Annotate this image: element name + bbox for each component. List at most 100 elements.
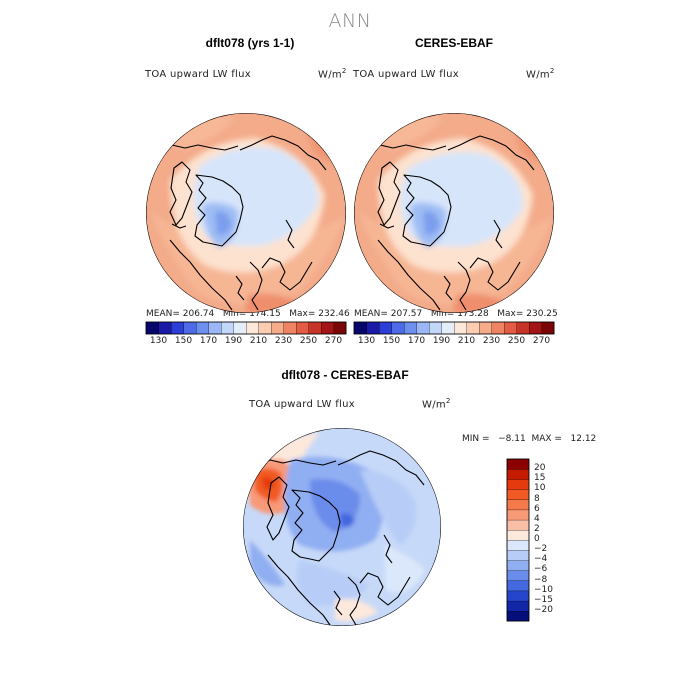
colorbar-3-swatch <box>506 549 530 561</box>
colorbar-2-swatch <box>541 321 555 335</box>
colorbar-3-tick-label: 2 <box>534 523 540 534</box>
colorbar-2-swatch <box>503 321 517 335</box>
colorbar-1-swatch <box>233 321 247 335</box>
colorbar-3-swatch <box>506 570 530 581</box>
colorbar-1-swatch <box>295 321 309 335</box>
colorbar-3-tick-label: −15 <box>534 594 553 605</box>
colorbar-2-swatch <box>416 321 430 335</box>
colorbar-1-tick-label: 270 <box>324 336 343 346</box>
colorbar-3-tick-label: −6 <box>534 564 548 575</box>
colorbar-2 <box>353 321 555 335</box>
colorbar-1-swatch <box>320 321 334 335</box>
colorbar-1-tick-label: 210 <box>249 336 268 346</box>
colorbar-3-tick-label: −2 <box>534 544 548 555</box>
colorbar-1-tick-label: 250 <box>299 336 318 346</box>
colorbar-1-swatch <box>245 321 259 335</box>
colorbar-3-swatch <box>506 468 530 480</box>
colorbar-2-swatch <box>528 321 542 335</box>
panel-1-field-label: TOA upward LW flux <box>145 69 251 80</box>
panel-2-stats: MEAN= 207.57 Min= 173.28 Max= 230.25 <box>354 309 558 319</box>
colorbar-3-tick-label: 6 <box>534 503 540 514</box>
colorbar-3-swatch <box>506 560 530 571</box>
colorbar-1-swatch <box>333 321 347 335</box>
colorbar-2-tick-label: 250 <box>507 336 526 346</box>
colorbar-3-swatch <box>506 499 530 511</box>
colorbar-1-tick-label: 130 <box>149 336 168 346</box>
colorbar-2-swatch <box>428 321 442 335</box>
colorbar-1-swatch <box>220 321 234 335</box>
colorbar-3-tick-label: 20 <box>534 463 546 474</box>
map-1 <box>146 113 346 313</box>
colorbar-1-tick-label: 150 <box>174 336 193 346</box>
map-2 <box>354 113 554 313</box>
colorbar-1-swatch <box>170 321 184 335</box>
colorbar-3-tick-label: −10 <box>534 584 553 595</box>
colorbar-2-swatch <box>403 321 417 335</box>
colorbar-2-tick-label: 170 <box>407 336 426 346</box>
colorbar-2-tick-label: 150 <box>382 336 401 346</box>
colorbar-3-tick-label: 15 <box>534 473 546 484</box>
colorbar-1-swatch <box>258 321 272 335</box>
panel-3-units: W/m2 <box>422 397 451 411</box>
colorbar-3-swatch <box>506 529 530 541</box>
colorbar-3-frame <box>506 458 530 622</box>
colorbar-2-swatch <box>491 321 505 335</box>
map-3 <box>243 428 441 626</box>
colorbar-3-swatch <box>506 539 530 551</box>
colorbar-2-tick-label: 230 <box>482 336 501 346</box>
colorbar-2-swatch <box>478 321 492 335</box>
colorbar-3-tick-label: 8 <box>534 493 540 504</box>
colorbar-1-swatch <box>208 321 222 335</box>
colorbar-2-tick-label: 270 <box>532 336 551 346</box>
colorbar-3-swatch <box>506 590 530 602</box>
colorbar-3-tick-label: 0 <box>534 534 540 544</box>
panel-3-title: dflt078 - CERES-EBAF <box>281 368 409 382</box>
colorbar-3-tick-label: −20 <box>534 604 553 615</box>
colorbar-2-swatch <box>466 321 480 335</box>
colorbar-3 <box>506 458 530 622</box>
colorbar-2-tick-label: 210 <box>457 336 476 346</box>
colorbar-3-swatch <box>506 600 530 612</box>
colorbar-3-swatch <box>506 610 530 622</box>
colorbar-1-tick-label: 170 <box>199 336 218 346</box>
colorbar-1-swatch <box>283 321 297 335</box>
colorbar-2-swatch <box>441 321 455 335</box>
colorbar-3-swatch <box>506 509 530 521</box>
colorbar-1-swatch <box>158 321 172 335</box>
panel-3-field-label: TOA upward LW flux <box>249 399 355 410</box>
panel-2-title: CERES-EBAF <box>414 36 493 50</box>
map-1-coast-archipelago <box>169 161 193 226</box>
colorbar-2-tick-label: 130 <box>357 336 376 346</box>
colorbar-3-tick-label: −8 <box>534 574 548 585</box>
map-3-coastlines <box>257 450 425 626</box>
panel-2-units: W/m2 <box>526 67 555 81</box>
colorbar-3-tick-label: 10 <box>534 483 546 494</box>
colorbar-2-swatch <box>378 321 392 335</box>
panel-1-stats: MEAN= 206.74 Min= 174.15 Max= 232.46 <box>146 309 350 319</box>
map-1-coastlines <box>159 135 327 311</box>
colorbar-1-swatch <box>183 321 197 335</box>
colorbar-3-swatch <box>506 580 530 592</box>
colorbar-1-swatch <box>270 321 284 335</box>
colorbar-2-frame <box>353 321 555 335</box>
panel-2-field-label: TOA upward LW flux <box>353 69 459 80</box>
colorbar-2-swatch <box>353 321 367 335</box>
map-1-coast-greenland <box>194 174 244 247</box>
colorbar-1-tick-label: 230 <box>274 336 293 346</box>
colorbar-1 <box>145 321 347 335</box>
panel-1-units: W/m2 <box>318 67 347 81</box>
colorbar-1-tick-label: 190 <box>224 336 243 346</box>
colorbar-2-swatch <box>391 321 405 335</box>
colorbar-2-tick-label: 190 <box>432 336 451 346</box>
colorbar-3-swatch <box>506 479 530 490</box>
colorbar-2-swatch <box>366 321 380 335</box>
colorbar-3-tick-label: −4 <box>534 554 548 565</box>
colorbar-1-swatch <box>195 321 209 335</box>
colorbar-3-swatch <box>506 458 530 470</box>
colorbar-3-swatch <box>506 489 530 500</box>
colorbar-1-swatch <box>145 321 159 335</box>
panel-3-stats: MIN = −8.11 MAX = 12.12 <box>462 434 597 444</box>
colorbar-3-tick-label: 4 <box>534 513 540 524</box>
colorbar-1-swatch <box>308 321 322 335</box>
